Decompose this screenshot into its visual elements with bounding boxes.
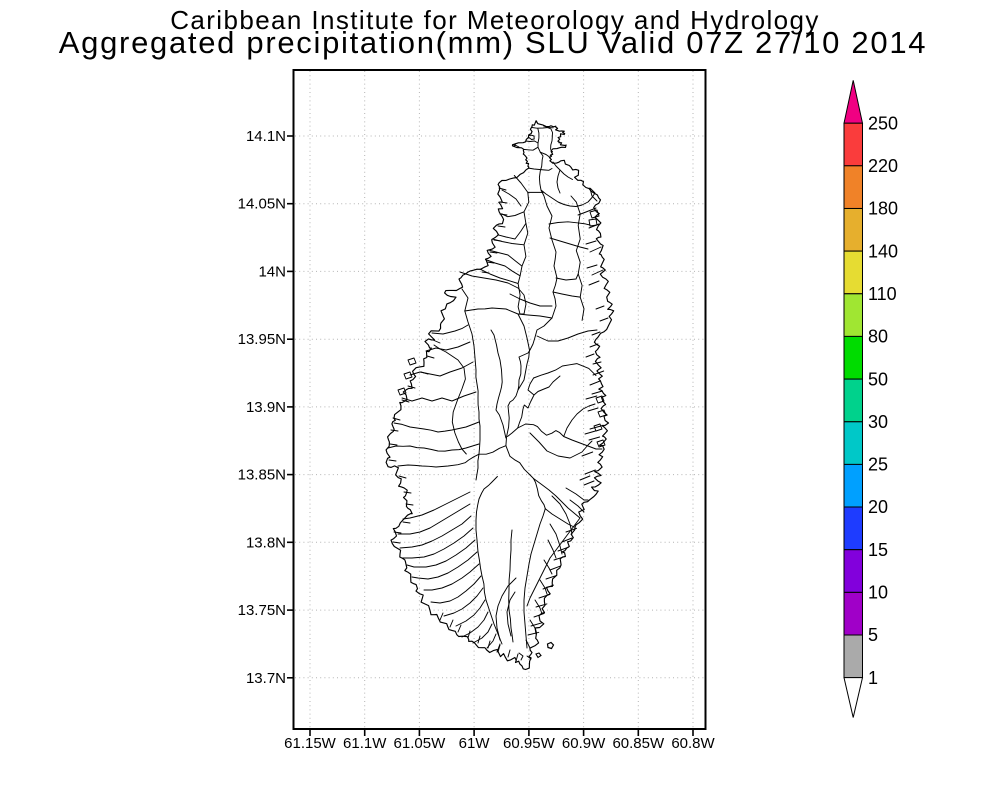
svg-text:180: 180	[868, 199, 898, 219]
svg-text:60.9W: 60.9W	[562, 735, 606, 752]
svg-text:5: 5	[868, 625, 878, 645]
svg-text:20: 20	[868, 497, 888, 517]
svg-text:13.9N: 13.9N	[246, 399, 286, 416]
svg-text:140: 140	[868, 241, 898, 261]
svg-text:13.7N: 13.7N	[246, 670, 286, 687]
svg-text:250: 250	[868, 113, 898, 133]
svg-text:14.1N: 14.1N	[246, 128, 286, 145]
svg-text:60.85W: 60.85W	[612, 735, 665, 752]
svg-text:60.95W: 60.95W	[503, 735, 556, 752]
svg-text:30: 30	[868, 412, 888, 432]
svg-text:13.85N: 13.85N	[238, 467, 286, 484]
svg-text:61W: 61W	[459, 735, 491, 752]
svg-text:13.95N: 13.95N	[238, 331, 286, 348]
svg-text:13.8N: 13.8N	[246, 534, 286, 551]
svg-text:220: 220	[868, 156, 898, 176]
svg-text:61.15W: 61.15W	[284, 735, 337, 752]
svg-text:13.75N: 13.75N	[238, 602, 286, 619]
svg-text:1: 1	[868, 668, 878, 688]
svg-text:50: 50	[868, 369, 888, 389]
svg-text:15: 15	[868, 540, 888, 560]
svg-text:25: 25	[868, 455, 888, 475]
svg-text:14N: 14N	[258, 263, 286, 280]
svg-text:Caribbean Institute for Meteor: Caribbean Institute for Meteorology and …	[170, 5, 820, 35]
svg-text:110: 110	[868, 284, 897, 304]
svg-text:61.1W: 61.1W	[343, 735, 387, 752]
svg-text:61.05W: 61.05W	[394, 735, 447, 752]
svg-text:80: 80	[868, 327, 888, 347]
svg-text:60.8W: 60.8W	[671, 735, 715, 752]
svg-text:10: 10	[868, 583, 888, 603]
svg-text:Aggregated precipitation(mm) S: Aggregated precipitation(mm) SLU Valid 0…	[59, 25, 927, 60]
svg-text:14.05N: 14.05N	[238, 196, 286, 213]
